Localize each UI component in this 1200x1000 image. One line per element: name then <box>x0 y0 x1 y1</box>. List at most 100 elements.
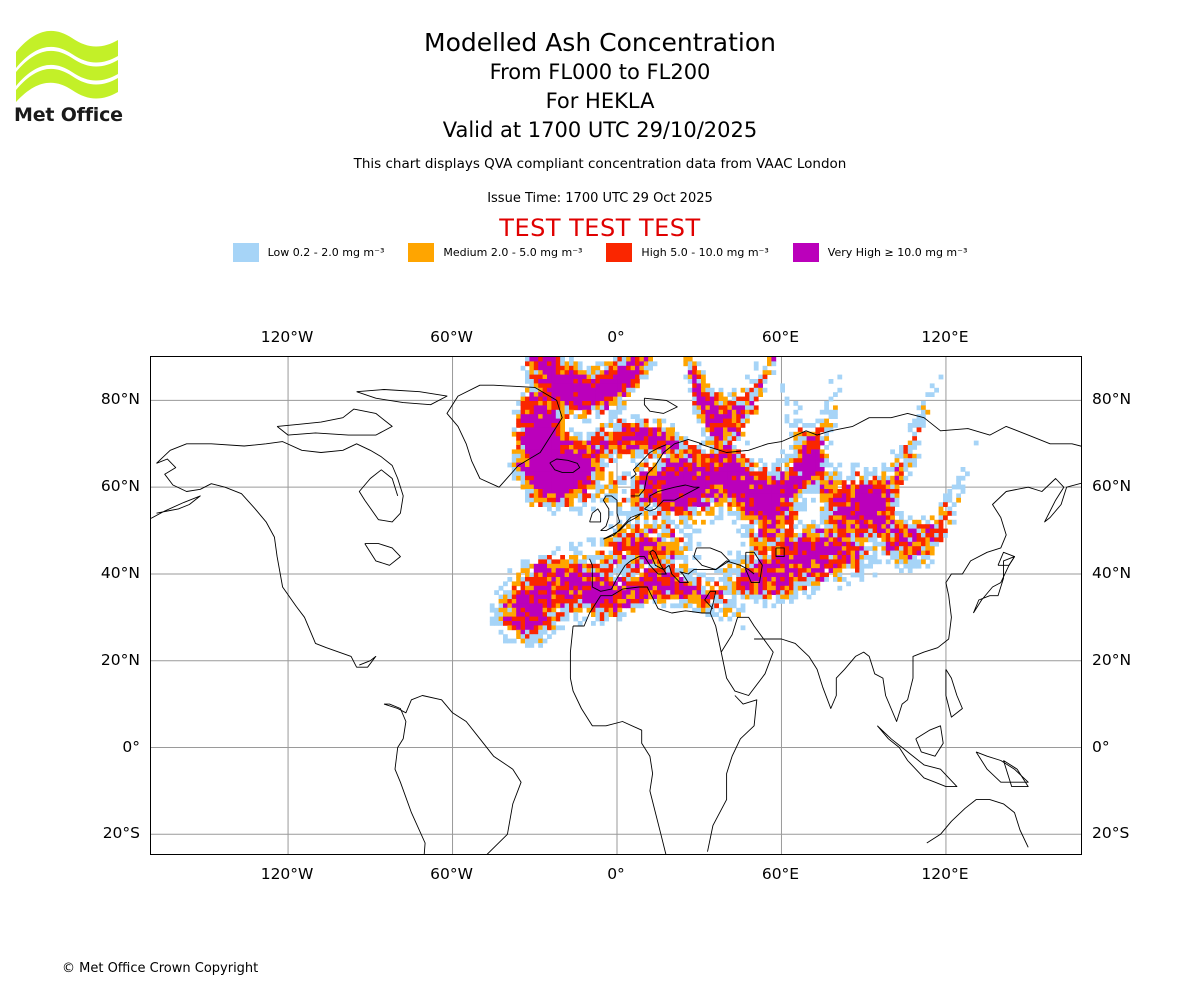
ash-cell-low <box>903 519 909 525</box>
ash-cell-very-high <box>661 431 667 437</box>
ash-cell-medium <box>819 493 825 499</box>
ash-cell-very-high <box>679 458 684 463</box>
ash-cell-very-high <box>731 453 737 459</box>
ash-cell-medium <box>670 427 675 433</box>
ash-cell-high <box>925 524 931 529</box>
ash-cell-low <box>938 374 944 380</box>
ash-cell-high <box>591 436 596 441</box>
ash-cell-medium <box>687 515 693 521</box>
ash-cell-high <box>555 559 561 565</box>
ash-cell-medium <box>846 524 851 529</box>
ash-cell-very-high <box>582 489 587 494</box>
ash-cell-low <box>652 502 658 507</box>
ash-cell-low <box>542 638 548 644</box>
ash-cell-very-high <box>784 493 790 499</box>
ash-cell-medium <box>912 453 917 459</box>
ash-cell-high <box>674 590 680 595</box>
ash-cell-high <box>533 625 539 631</box>
ash-cell-high <box>819 572 825 578</box>
ash-cell-medium <box>520 396 526 402</box>
ash-cell-low <box>679 445 684 450</box>
ash-cell-very-high <box>753 480 759 485</box>
ash-cell-medium <box>635 383 640 389</box>
ash-cell-very-high <box>758 383 763 389</box>
ash-cell-high <box>533 629 539 635</box>
ash-cell-very-high <box>872 506 878 512</box>
ash-cell-very-high <box>617 440 623 446</box>
ash-cell-very-high <box>577 585 583 591</box>
ash-cell-medium <box>846 528 851 534</box>
ash-cell-high <box>555 612 561 617</box>
ash-cell-low <box>489 607 495 613</box>
ash-cell-medium <box>714 484 719 490</box>
ash-cell-medium <box>705 511 711 516</box>
ash-cell-high <box>595 440 601 446</box>
ash-cell-high <box>573 405 579 411</box>
ash-cell-very-high <box>538 563 543 569</box>
ash-cell-low <box>599 431 605 437</box>
ash-cell-very-high <box>648 559 653 565</box>
ash-cell-high <box>938 537 944 543</box>
ash-cell-low <box>608 453 614 459</box>
ash-cell-high <box>582 484 587 490</box>
ash-cell-low <box>965 471 970 477</box>
ash-cell-medium <box>921 559 926 565</box>
ash-cell-medium <box>841 546 847 551</box>
ash-cell-high <box>520 405 526 411</box>
ash-cell-very-high <box>573 387 579 393</box>
ash-cell-low <box>687 524 693 529</box>
ash-cell-medium <box>652 471 658 477</box>
ash-cell-high <box>771 546 777 551</box>
ash-cell-medium <box>943 511 948 516</box>
lat-tick-label-left: 40°N <box>100 563 140 582</box>
ash-cell-very-high <box>749 401 755 406</box>
ash-cell-low <box>613 409 618 415</box>
ash-cell-high <box>868 533 873 538</box>
ash-cell-very-high <box>705 493 711 499</box>
ash-cell-medium <box>758 541 763 547</box>
ash-cell-very-high <box>701 502 706 507</box>
ash-cell-very-high <box>648 528 653 534</box>
ash-cell-very-high <box>837 537 843 543</box>
ash-cell-low <box>692 511 697 516</box>
ash-cell-very-high <box>533 449 539 455</box>
ash-cell-high <box>520 625 526 631</box>
ash-cell-very-high <box>613 379 618 384</box>
ash-cell-high <box>599 568 605 573</box>
ash-cell-low <box>529 634 535 639</box>
ash-cell-very-high <box>617 383 623 389</box>
ash-cell-very-high <box>542 396 548 402</box>
ash-cell-low <box>599 462 605 468</box>
ash-cell-high <box>613 480 618 485</box>
ash-cell-medium <box>718 445 724 450</box>
ash-cell-low <box>960 489 966 494</box>
ash-cell-low <box>872 550 878 556</box>
ash-cell-high <box>582 379 587 384</box>
ash-cell-very-high <box>582 471 587 477</box>
ash-cell-very-high <box>555 467 561 472</box>
ash-cell-high <box>714 445 719 450</box>
ash-cell-very-high <box>767 502 772 507</box>
ash-cell-very-high <box>718 480 724 485</box>
ash-cell-very-high <box>824 489 829 494</box>
ash-cell-very-high <box>538 616 543 622</box>
ash-cell-high <box>511 585 517 591</box>
ash-cell-low <box>718 616 724 622</box>
ash-cell-high <box>934 537 939 543</box>
ash-cell-high <box>551 581 557 587</box>
ash-cell-medium <box>723 401 728 406</box>
ash-cell-very-high <box>797 484 803 490</box>
ash-cell-medium <box>749 528 755 534</box>
ash-cell-low <box>621 489 627 494</box>
ash-cell-high <box>740 585 746 591</box>
ash-cell-medium <box>894 471 900 477</box>
ash-cell-low <box>608 414 614 419</box>
ash-cell-low <box>674 524 680 529</box>
ash-cell-medium <box>670 453 675 459</box>
lon-tick-label-bottom: 0° <box>607 865 625 883</box>
ash-cell-medium <box>657 418 662 424</box>
lat-tick-label-left: 0° <box>122 737 140 756</box>
ash-cell-medium <box>705 383 711 389</box>
ash-cell-low <box>599 572 605 578</box>
ash-cell-high <box>643 462 649 468</box>
